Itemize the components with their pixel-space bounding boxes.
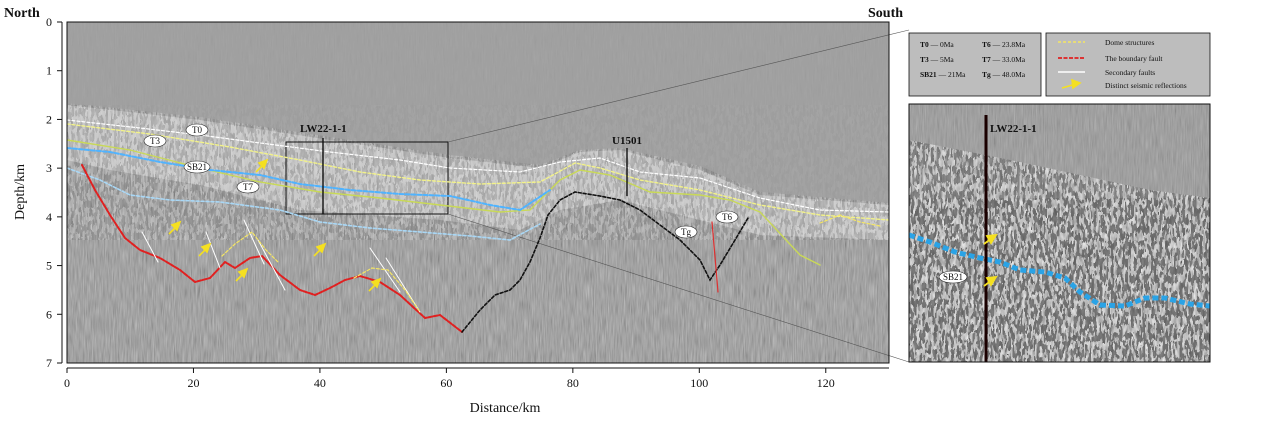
legend-boundary-fault-label: The boundary fault: [1105, 54, 1163, 63]
legend-age-entry: Tg — 48.0Ma: [982, 70, 1026, 79]
zoom-box: [285, 141, 449, 215]
legend-age-entry: T6 — 23.8Ma: [982, 40, 1026, 49]
x-tick-label: 40: [314, 376, 326, 390]
label-sb21: SB21: [187, 162, 207, 172]
reflection-arrow: [235, 267, 249, 282]
horizon-t0: [67, 119, 889, 213]
y-tick-label: 0: [46, 15, 52, 29]
legend-age-entry: SB21 — 21Ma: [920, 70, 966, 79]
legend-dome-label: Dome structures: [1105, 38, 1154, 47]
boundary-fault: [81, 164, 463, 333]
well-lw22-1-1-label: LW22-1-1: [300, 123, 347, 135]
legend-arrow-label: Distinct seismic reflections: [1105, 81, 1187, 90]
legend-ages: T0 — 0Ma T6 — 23.8Ma T3 — 5Ma T7 — 33.0Ma SB…: [908, 32, 1042, 97]
reflection-arrow: [313, 242, 327, 257]
secondary-fault-3: [243, 219, 265, 265]
label-t7: T7: [243, 182, 253, 192]
y-axis-label: Depth/km: [13, 164, 28, 220]
horizon-t6: [67, 139, 821, 266]
inset-panel-frame: [908, 103, 1211, 363]
legend-symbols: Dome structures The boundary fault Secon…: [1045, 32, 1211, 97]
connector-line-top: [447, 29, 910, 143]
horizon-t7: [67, 167, 541, 241]
connector-line-bottom: [447, 213, 910, 363]
horizon-tg: [461, 191, 749, 333]
dome-structure-3: [819, 214, 881, 227]
dome-structure-2: [353, 267, 421, 313]
horizon-t3: [67, 123, 889, 221]
legend-age-entry: T3 — 5Ma: [920, 55, 954, 64]
reflection-arrow: [255, 158, 269, 173]
inset-arrow-upper: [983, 233, 998, 245]
secondary-fault-1: [141, 231, 159, 263]
main-seismic-panel: [67, 22, 889, 363]
well-u1501-label: U1501: [612, 135, 642, 147]
secondary-fault-red: [711, 221, 719, 293]
north-label: North: [4, 6, 40, 21]
x-tick-label: 0: [64, 376, 70, 390]
inset-horizon-sb21: [909, 232, 1210, 309]
y-tick-label: 5: [46, 259, 52, 273]
inset-label-sb21: SB21: [943, 272, 963, 282]
secondary-fault-2: [205, 231, 221, 269]
inset-well-label: LW22-1-1: [990, 123, 1037, 135]
y-tick-label: 4: [46, 210, 52, 224]
x-tick-label: 80: [567, 376, 579, 390]
reflection-arrow: [368, 277, 382, 292]
y-tick-label: 2: [46, 112, 52, 126]
legend-age-entry: T7 — 33.0Ma: [982, 55, 1026, 64]
y-axis: 0 1 2 3 4 5 6 7 Depth/km: [13, 15, 63, 370]
well-u1501: U1501: [612, 135, 642, 196]
reflection-arrow: [168, 220, 182, 235]
y-tick-label: 1: [46, 64, 52, 78]
y-tick-label: 6: [46, 307, 52, 321]
x-tick-label: 120: [817, 376, 835, 390]
legend-arrow-swatch: [1061, 78, 1082, 90]
legend-secondary-fault-label: Secondary faults: [1105, 68, 1155, 77]
label-tg: Tg: [681, 227, 691, 237]
horizon-sb21: [67, 147, 551, 212]
dome-structure-1: [221, 231, 279, 263]
secondary-fault-4: [257, 239, 286, 291]
secondary-fault-6: [385, 257, 421, 313]
inset-seismic-panel: SB21 LW22-1-1: [909, 104, 1210, 362]
x-tick-label: 20: [187, 376, 199, 390]
y-tick-label: 7: [46, 356, 52, 370]
reflection-arrow: [198, 242, 212, 257]
south-label: South: [868, 6, 903, 21]
y-tick-label: 3: [46, 161, 52, 175]
horizon-labels: T0 T3 SB21 T7 T6 Tg: [143, 123, 739, 239]
x-tick-label: 60: [440, 376, 452, 390]
x-tick-label: 100: [690, 376, 708, 390]
main-panel-frame: [66, 21, 890, 364]
x-axis: 0 20 40 60 80 100 120 Distance/km: [64, 367, 889, 416]
reflection-arrows: [168, 158, 382, 292]
label-t6: T6: [722, 212, 732, 222]
secondary-fault-5: [369, 247, 401, 293]
label-t3: T3: [150, 136, 160, 146]
legend-age-entry: T0 — 0Ma: [920, 40, 954, 49]
label-t0: T0: [192, 125, 202, 135]
x-axis-label: Distance/km: [470, 401, 541, 416]
inset-arrow-lower: [983, 275, 998, 287]
well-lw22-1-1: LW22-1-1: [300, 123, 347, 214]
